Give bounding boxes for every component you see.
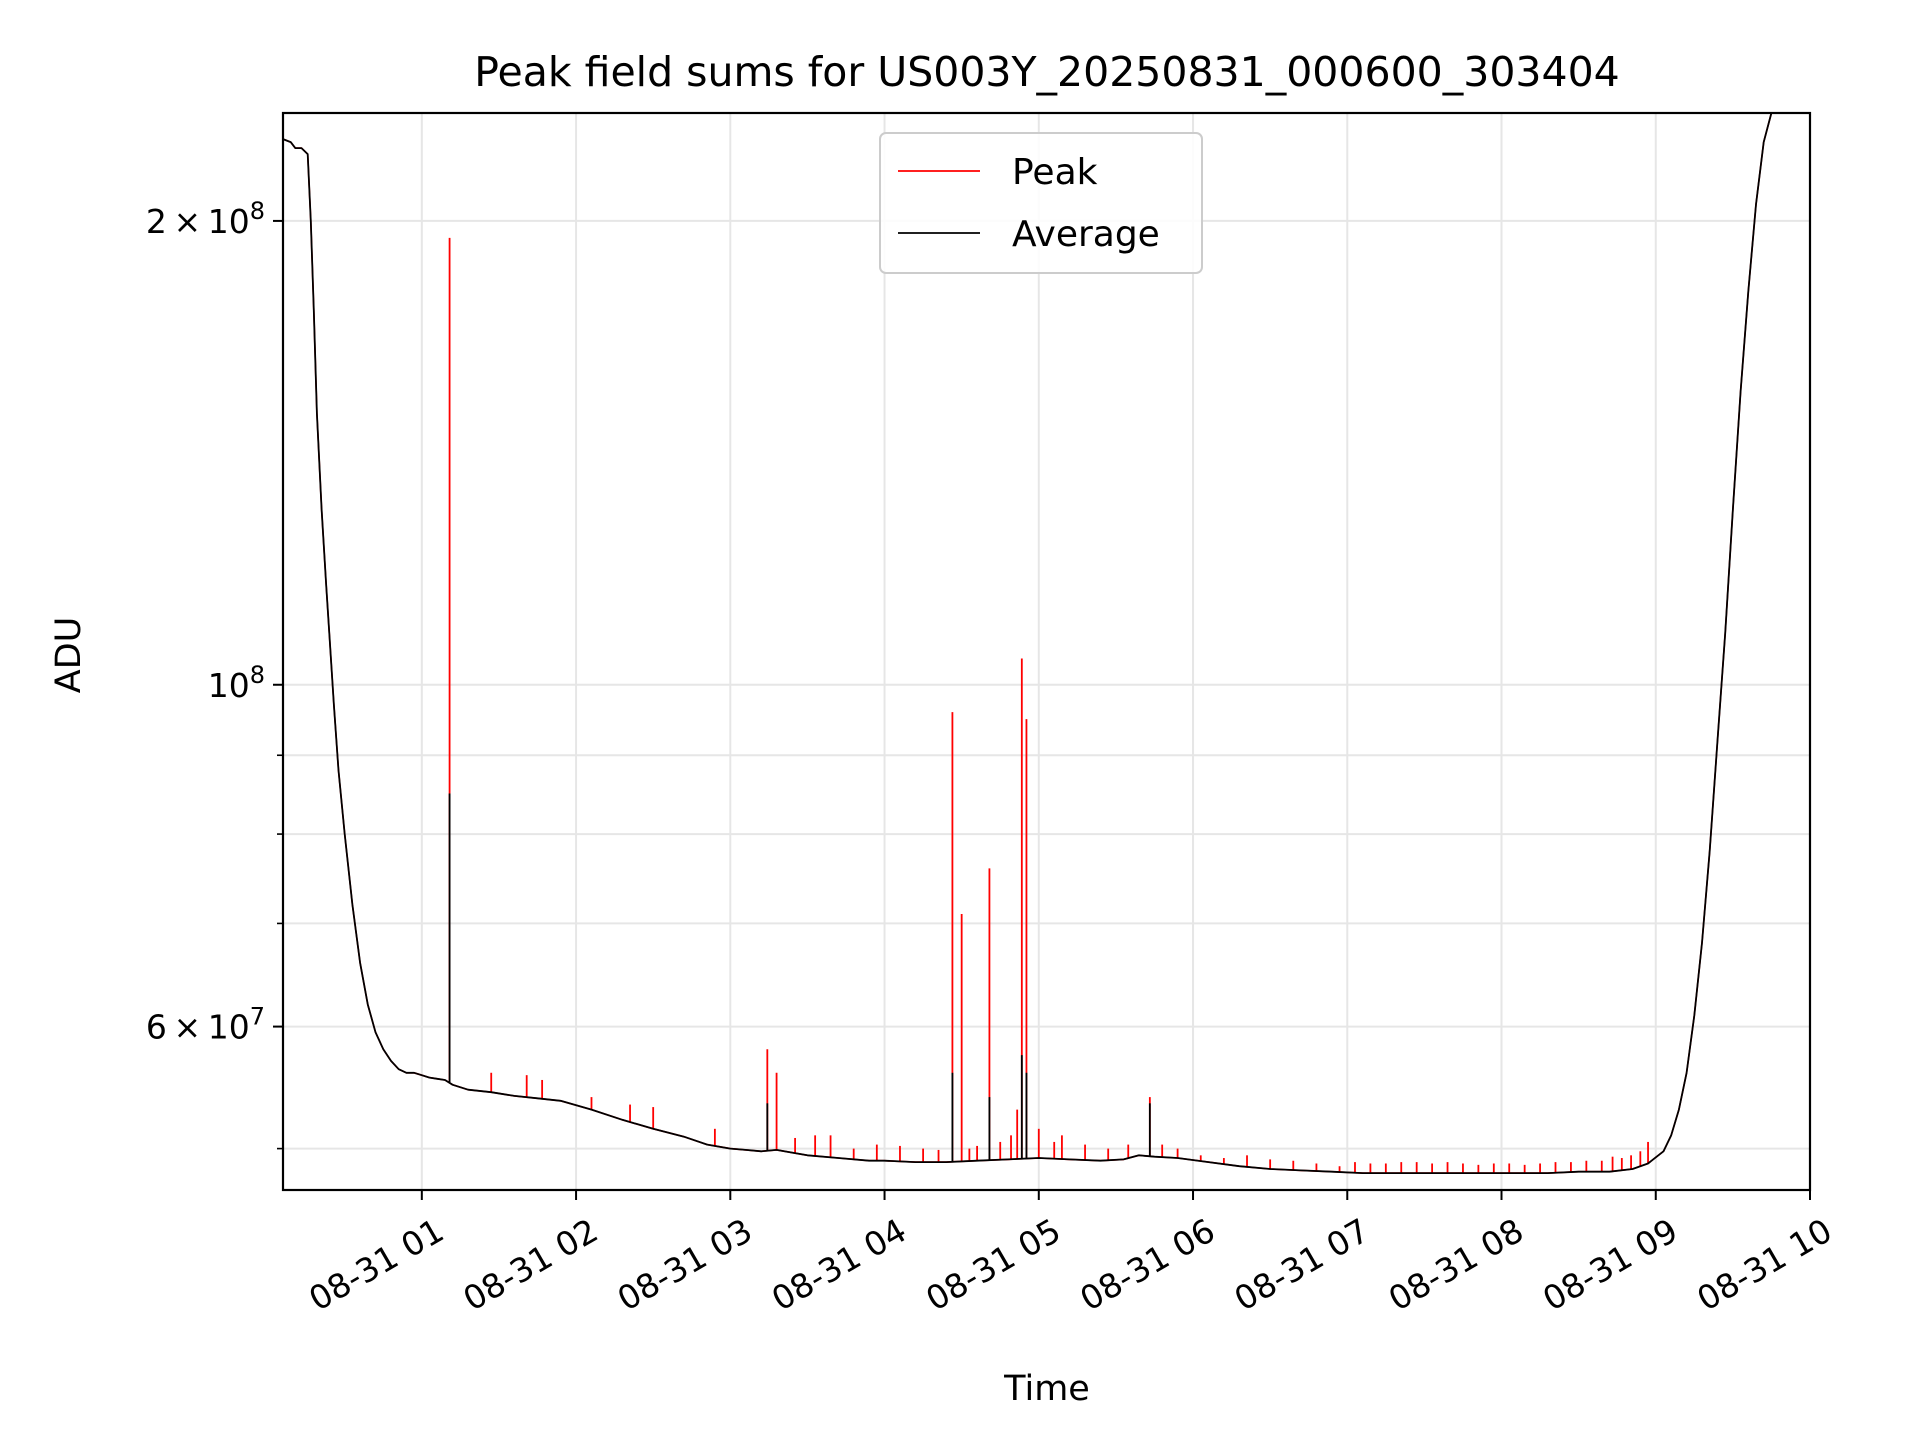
x-axis-label: Time bbox=[1003, 1369, 1090, 1409]
legend-label-peak: Peak bbox=[1012, 152, 1098, 193]
y-tick-label: 2 × 108 bbox=[146, 197, 265, 241]
legend-box bbox=[879, 132, 1203, 274]
plot-frame bbox=[281, 111, 1812, 1192]
legend-label-average: Average bbox=[1012, 214, 1160, 255]
series-lines bbox=[282, 112, 1810, 1174]
y-tick-label: 108 bbox=[208, 661, 265, 705]
y-axis-label: ADU bbox=[49, 617, 89, 694]
y-tick-label: 6 × 107 bbox=[146, 1003, 265, 1047]
legend: Peak Average bbox=[879, 132, 1203, 274]
chart-title: Peak field sums for US003Y_20250831_0006… bbox=[474, 48, 1620, 96]
average-series-line bbox=[282, 112, 1810, 1174]
